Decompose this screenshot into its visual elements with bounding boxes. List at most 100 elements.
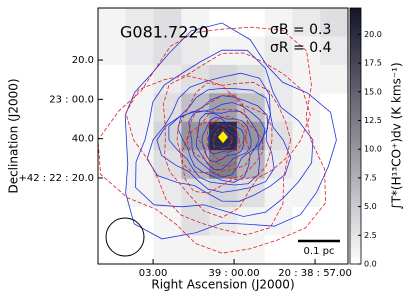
colorbar-tick-label: 17.5 [364, 59, 382, 68]
pixel [125, 93, 155, 123]
contour-red [98, 26, 327, 254]
pixel [264, 235, 293, 264]
pixel [264, 207, 293, 237]
pixel [236, 235, 266, 264]
pixel [292, 150, 321, 180]
chart-title: G081.7220 [120, 23, 209, 42]
pixel [98, 64, 127, 94]
image-layer [98, 8, 348, 264]
beam [105, 217, 145, 257]
pixel [98, 36, 127, 66]
pixel [153, 8, 182, 37]
pixel [320, 121, 348, 151]
pixel [125, 8, 155, 37]
y-tick-label: +42 : 22 : 20.0 [18, 173, 94, 184]
colorbar-tick-label: 10.0 [364, 145, 382, 154]
contour-blue [146, 72, 292, 202]
colorbar-label: ∫T*(H¹³CO⁺)dv (K kms⁻¹) [390, 62, 404, 209]
pixel [320, 207, 348, 237]
contour-blue [177, 102, 266, 183]
pixel [292, 121, 321, 151]
colorbar-tick-label: 5.0 [364, 202, 377, 211]
pixel [209, 178, 238, 208]
contour-blue [124, 22, 337, 240]
pixel [98, 235, 127, 264]
contour-blue [168, 95, 269, 186]
contour-red [212, 128, 233, 151]
pixel [320, 36, 348, 66]
contour-blue [208, 123, 239, 155]
pixel [181, 36, 210, 66]
contour-blue [135, 49, 314, 217]
y-tick-label: 23 : 00.0 [49, 94, 94, 105]
pixel [181, 178, 210, 208]
x-tick-label: 39 : 00.00 [209, 268, 260, 279]
y-tick-label: 20.0 [72, 55, 94, 66]
pixel [236, 8, 266, 37]
pixel [181, 121, 210, 151]
pixel [181, 150, 210, 180]
pixel [181, 93, 210, 123]
pixel [264, 121, 293, 151]
pixel [125, 207, 155, 237]
pixel [236, 178, 266, 208]
colorbar-tick-label: 15.0 [364, 87, 382, 96]
x-tick-label: 03.00 [139, 268, 168, 279]
pixel [320, 93, 348, 123]
pixel [209, 8, 238, 37]
contour-red [125, 52, 311, 236]
y-tick-label: 40.0 [72, 134, 94, 145]
pixel [292, 64, 321, 94]
annotation: σR = 0.4 [270, 40, 332, 56]
pixel [320, 64, 348, 94]
x-tick-label: 20 : 38 : 57.00 [278, 268, 352, 279]
pixel [153, 235, 182, 264]
contour-red [181, 94, 264, 180]
pixel [264, 36, 293, 66]
pixel [153, 178, 182, 208]
pixel [209, 207, 238, 237]
pixel [153, 121, 182, 151]
contour-blue [196, 112, 252, 170]
colorbar-tick-label: 0.0 [364, 260, 377, 269]
pixel [320, 178, 348, 208]
contour-blue [156, 87, 275, 193]
pixel [292, 207, 321, 237]
pixel [125, 178, 155, 208]
pixel [98, 8, 127, 37]
contour-blue [188, 110, 260, 178]
colorbar-tick-label: 12.5 [364, 116, 382, 125]
colorbar-tick-label: 2.5 [364, 231, 377, 240]
pixel [98, 121, 127, 151]
x-axis-label: Right Ascension (J2000) [151, 278, 294, 292]
y-axis-label: Declination (J2000) [7, 78, 21, 193]
pixel [292, 36, 321, 66]
pixel [236, 207, 266, 237]
pixel [98, 93, 127, 123]
colorbar [349, 7, 362, 265]
pixel [292, 8, 321, 37]
pixel [181, 64, 210, 94]
contour-red [162, 75, 292, 218]
contour-red [206, 122, 240, 161]
pixel [125, 235, 155, 264]
pixel [153, 93, 182, 123]
pixel [236, 93, 266, 123]
pixel [125, 64, 155, 94]
pixel [292, 178, 321, 208]
pixel [125, 36, 155, 66]
pixel [98, 178, 127, 208]
pixel [292, 93, 321, 123]
annotation: σB = 0.3 [270, 22, 331, 38]
contour-red [176, 82, 273, 194]
pixel [98, 207, 127, 237]
pixel [153, 64, 182, 94]
scale-bar-label: 0.1 pc [304, 246, 335, 257]
pixel [125, 150, 155, 180]
pixel [320, 8, 348, 37]
pixel [264, 178, 293, 208]
pixel [181, 207, 210, 237]
contour-red [195, 115, 247, 167]
pixel [98, 150, 127, 180]
